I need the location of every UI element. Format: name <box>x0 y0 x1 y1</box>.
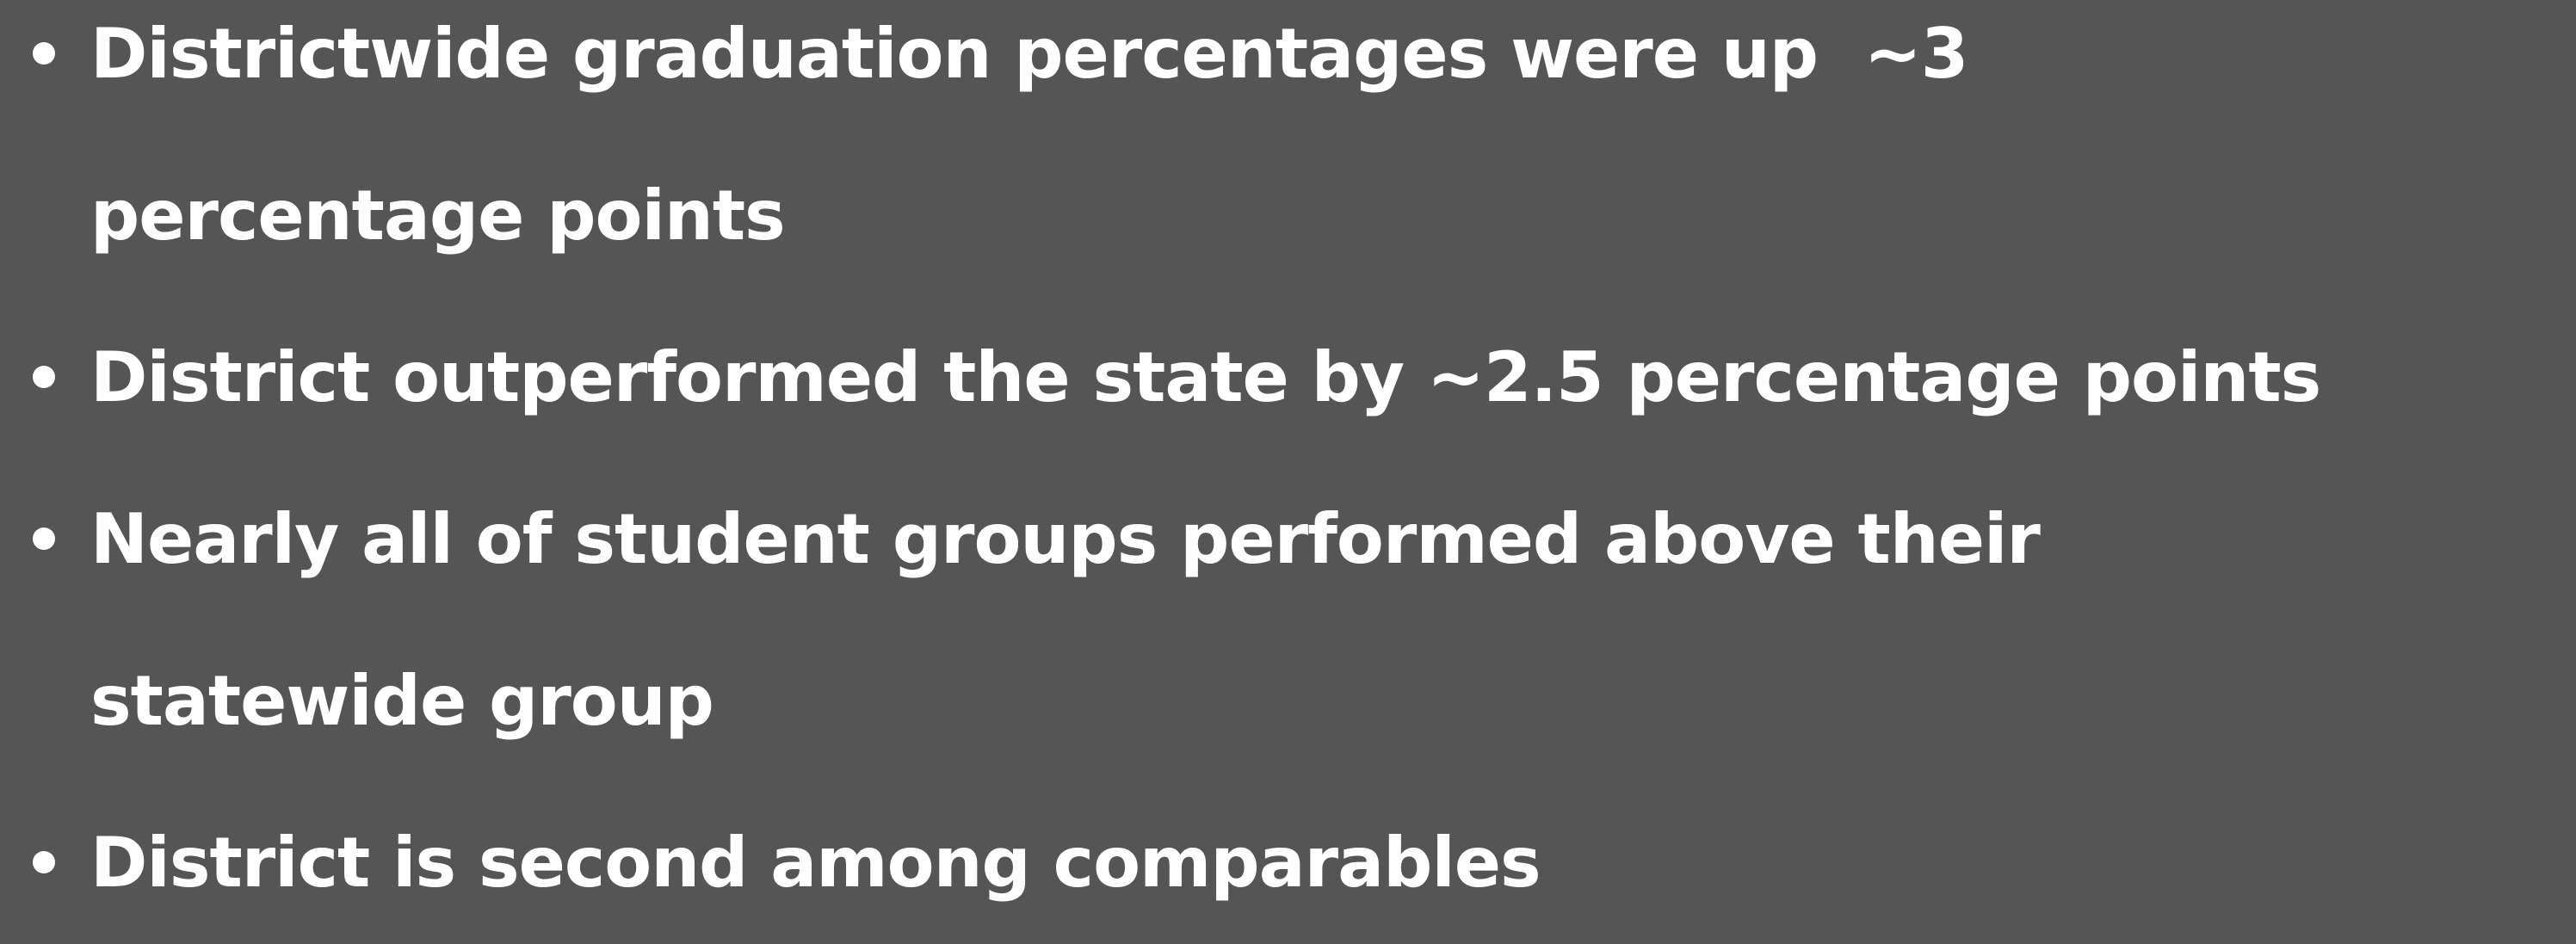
bullet-dot <box>33 42 55 65</box>
slide: Districtwide graduation percentages were… <box>33 14 2322 903</box>
bullet-dot <box>33 851 55 873</box>
bullet-text: District outperformed the state by ~2.5 … <box>90 337 2321 417</box>
bullet-text: statewide group <box>90 661 714 741</box>
bullet-dot <box>33 528 55 550</box>
bullet-text: District is second among comparables <box>90 823 1541 903</box>
bullet-dot <box>33 366 55 388</box>
bullet-item: Districtwide graduation percentages were… <box>0 0 2576 297</box>
bullet-item: Nearly all of student groups performed a… <box>0 459 2576 782</box>
bullet-text: percentage points <box>90 176 786 256</box>
bullet-text: Districtwide graduation percentages were… <box>90 14 1968 94</box>
bullet-item: District is second among comparables <box>0 782 2576 944</box>
bullet-text: Nearly all of student groups performed a… <box>90 499 2041 579</box>
bullet-item: District outperformed the state by ~2.5 … <box>0 297 2576 459</box>
